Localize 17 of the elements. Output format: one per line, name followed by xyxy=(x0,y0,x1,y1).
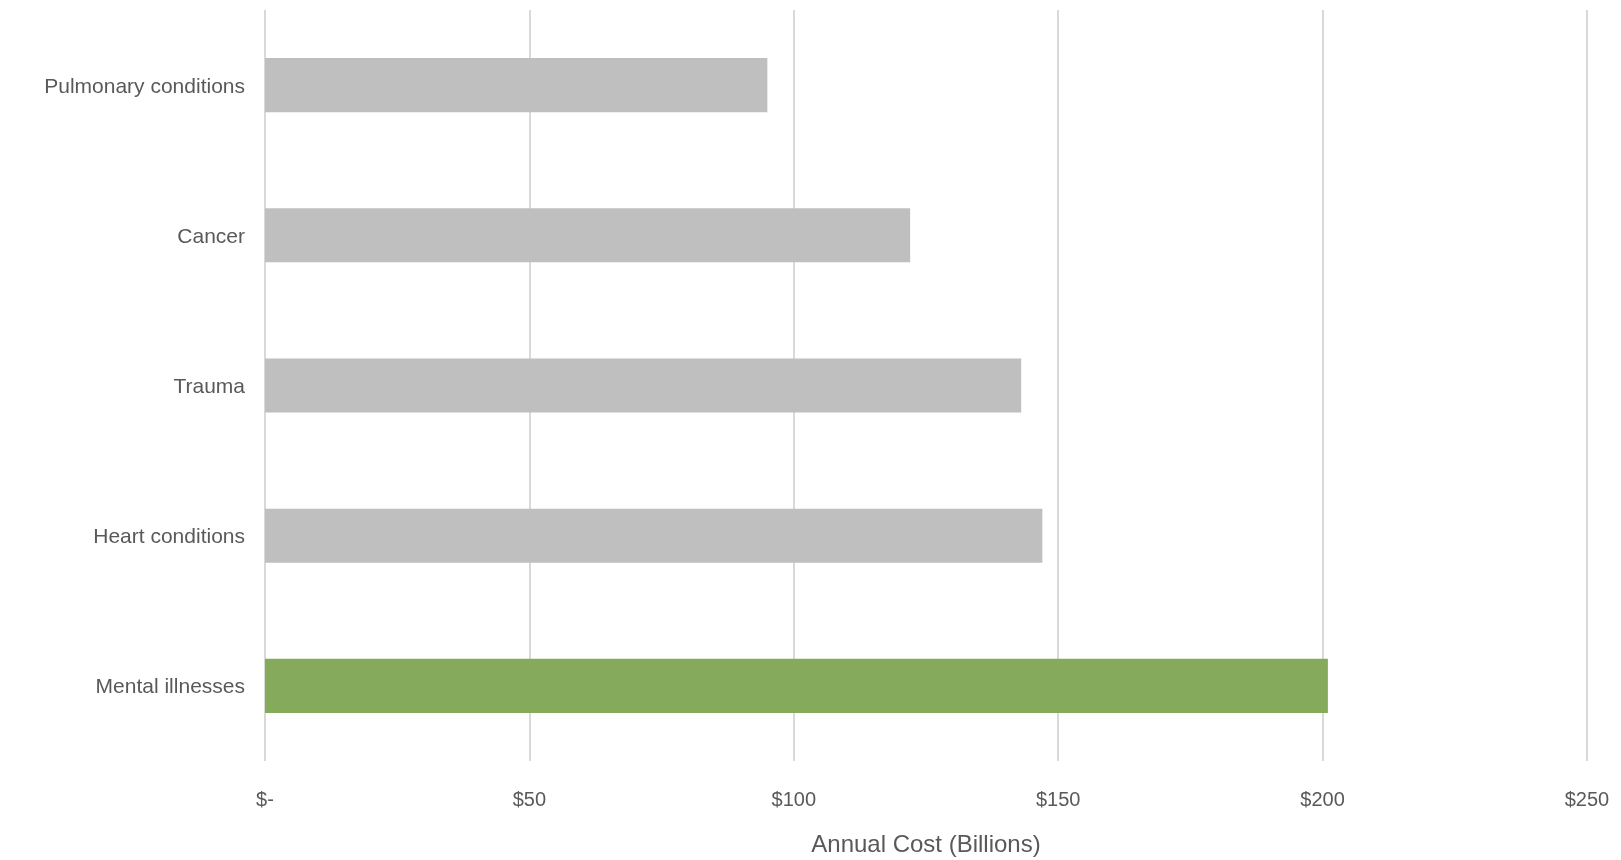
y-tick-label: Trauma xyxy=(173,374,246,397)
y-tick-label: Heart conditions xyxy=(93,524,245,548)
y-tick-label: Cancer xyxy=(177,223,245,247)
x-tick-label: $50 xyxy=(512,788,547,810)
x-tick-label: $- xyxy=(256,788,274,810)
x-tick-label: $200 xyxy=(1300,788,1345,810)
bar xyxy=(265,508,1043,563)
x-tick-label: $150 xyxy=(1035,788,1081,810)
bar xyxy=(265,358,1022,413)
x-axis-title: Annual Cost (Billions) xyxy=(811,829,1041,857)
x-tick-label: $100 xyxy=(771,788,817,810)
bar xyxy=(265,658,1328,713)
bar xyxy=(265,208,911,263)
bar xyxy=(265,58,768,113)
x-tick-label: $250 xyxy=(1564,788,1610,810)
y-tick-label: Mental illnesses xyxy=(95,674,245,698)
y-tick-label: Pulmonary conditions xyxy=(44,73,245,97)
